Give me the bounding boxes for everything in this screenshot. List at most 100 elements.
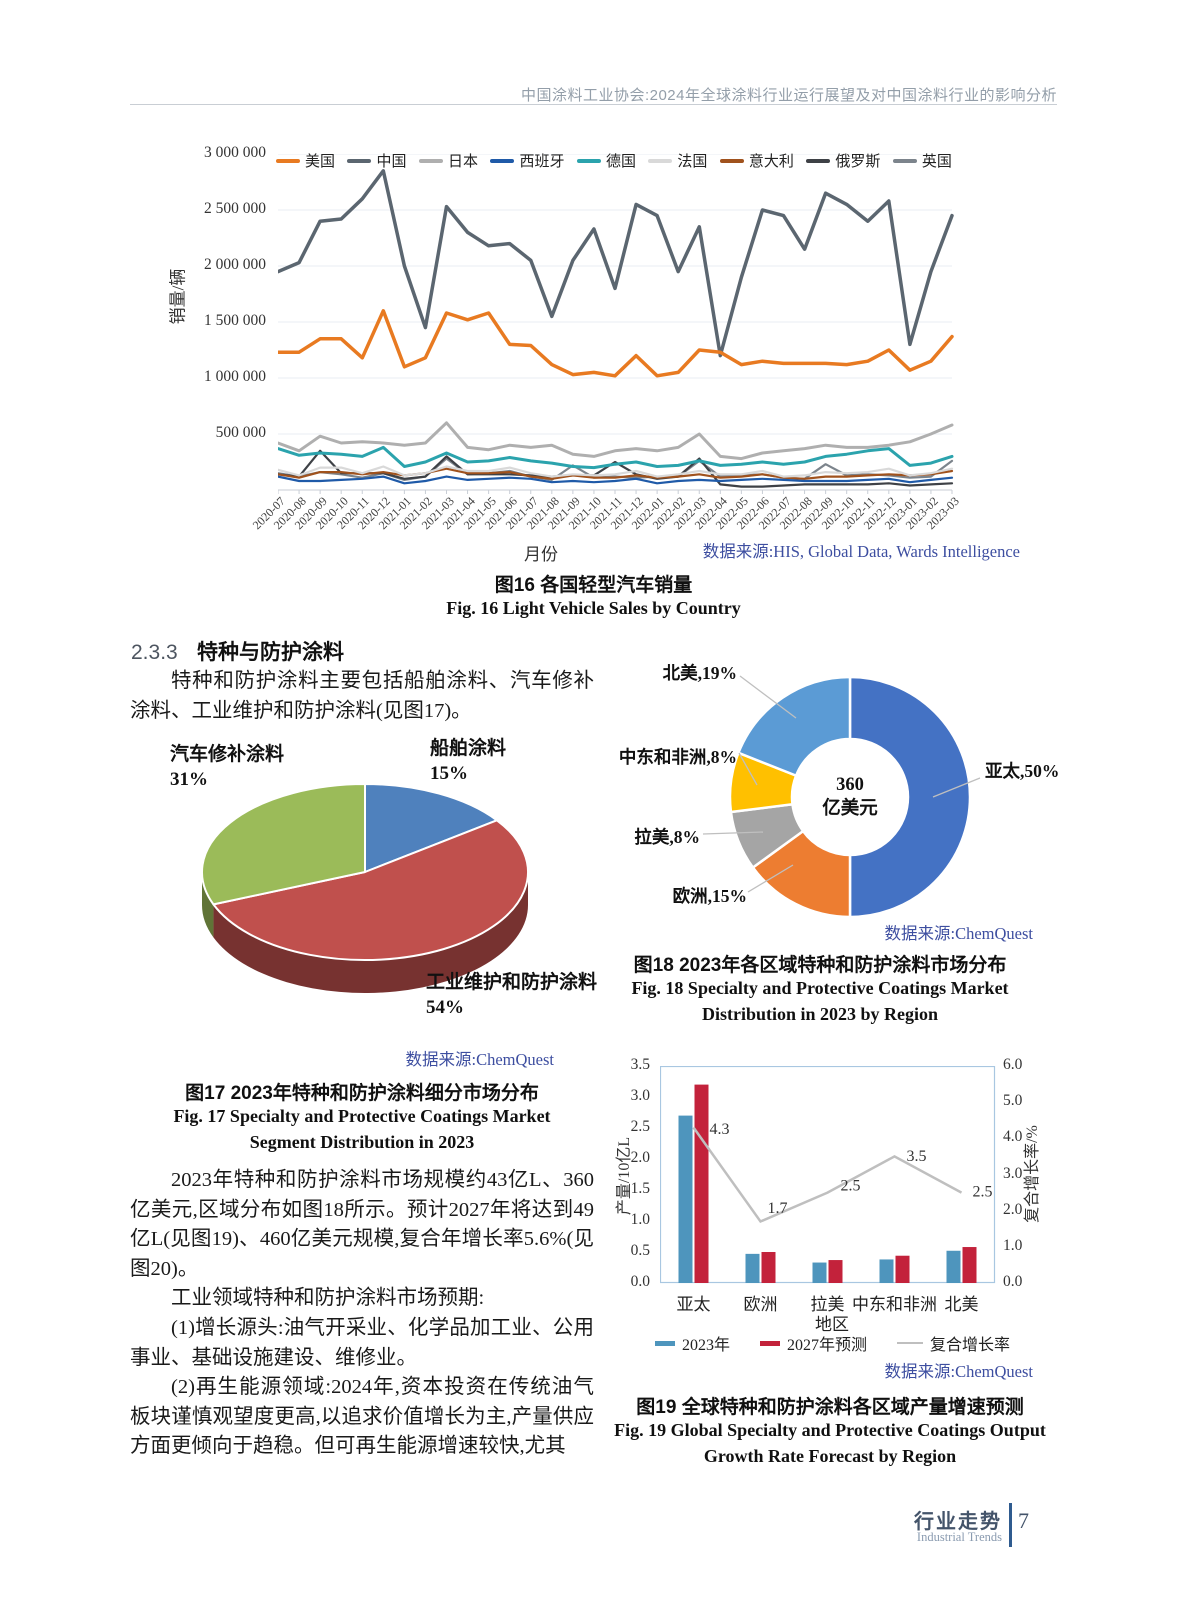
fig16-legend-item: 日本 [418, 150, 478, 171]
fig16-series-line-中国 [278, 169, 954, 358]
fig19-category-北美: 北美 [944, 1295, 979, 1314]
fig18-donut-chart [702, 675, 981, 919]
fig16-legend: 美国 中国 日本 西班牙 德国 法国 意大利 俄罗斯 英国 [276, 150, 952, 171]
fig16-y-tick-label: 500 000 [215, 424, 266, 441]
donut-leader-line-北美 [739, 675, 797, 719]
pie-slice-工业维护和防护涂料 [212, 819, 529, 961]
bar-2027-欧洲 [761, 1252, 776, 1283]
fig17-caption-en-line1: Fig. 17 Specialty and Protective Coating… [173, 1106, 551, 1126]
donut-leader-line-欧洲 [747, 864, 794, 893]
fig19-left-tick: 3.5 [630, 1056, 650, 1073]
fig16-legend-item: 中国 [347, 150, 407, 171]
donut-leader-line-拉美 [702, 831, 764, 835]
legend-swatch-德国 [576, 158, 601, 163]
fig16-legend-item: 英国 [892, 150, 952, 171]
fig19-legend-item: 2027年预测 [760, 1331, 867, 1355]
legend-label: 意大利 [748, 154, 794, 170]
fig18-center-label: 360 亿美元 [798, 773, 902, 821]
legend-swatch-英国 [892, 158, 917, 163]
legend-label: 2023年 [681, 1337, 730, 1354]
fig19-left-tick: 0.0 [630, 1273, 650, 1290]
legend-label: 中国 [376, 154, 407, 170]
footer-section-en: Industrial Trends [916, 1530, 1002, 1544]
fig19-legend-item: 复合增长率 [897, 1331, 1010, 1355]
fig18-label-中东和非洲: 中东和非洲,8% [618, 747, 737, 767]
fig17-label-name: 工业维护和防护涂料 [426, 972, 598, 993]
growth-rate-data-label: 4.3 [710, 1121, 730, 1138]
bar-2023-北美 [946, 1250, 961, 1283]
fig16-y-tick-label: 1 000 000 [204, 368, 266, 385]
legend-label: 德国 [605, 154, 636, 170]
fig19-bar-chart: 4.3 1.7 2.5 3.5 2.5 [660, 1066, 996, 1284]
pie-slice-船舶涂料 [364, 783, 498, 873]
fig16-series-line-日本 [278, 421, 954, 461]
fig18-center-unit: 亿美元 [822, 799, 878, 819]
fig17-label-name: 汽车修补涂料 [170, 744, 285, 765]
fig19-right-tick: 3.0 [1003, 1164, 1023, 1182]
fig19-left-tick: 3.0 [630, 1087, 650, 1104]
legend-label: 美国 [305, 154, 336, 170]
legend-swatch-西班牙 [490, 158, 515, 163]
fig19-left-tick: 2.5 [630, 1118, 650, 1135]
fig16-y-tick-label: 3 000 000 [204, 144, 266, 161]
legend-label: 日本 [447, 154, 478, 170]
fig16-legend-item: 西班牙 [490, 150, 564, 171]
bar-2027-亚太 [694, 1084, 709, 1283]
fig18-caption-zh: 图18 2023年各区域特种和防护涂料市场分布 [633, 955, 1007, 976]
fig17-pie-chart [201, 783, 529, 993]
fig16-caption-en: Fig. 16 Light Vehicle Sales by Country [446, 598, 741, 618]
donut-leader-line-中东和非洲 [738, 752, 758, 786]
fig19-caption-en-line1: Fig. 19 Global Specialty and Protective … [614, 1420, 1046, 1440]
legend-label: 复合增长率 [930, 1337, 1011, 1354]
body-text: 2023年特种和防护涂料市场规模约43亿L、360亿美元,区域分布如图18所示。… [130, 1166, 594, 1462]
legend-label: 俄罗斯 [835, 154, 881, 170]
legend-swatch-美国 [276, 158, 300, 163]
fig19-caption-en-line2: Growth Rate Forecast by Region [703, 1446, 957, 1466]
fig16-y-tick-label: 2 500 000 [204, 200, 266, 217]
fig16-legend-item: 法国 [648, 150, 707, 171]
growth-rate-line [692, 1126, 963, 1224]
fig16-series-line-德国 [278, 445, 954, 470]
bar-2023-欧洲 [745, 1253, 760, 1283]
section-intro: 特种和防护涂料主要包括船舶涂料、汽车修补涂料、工业维护和防护涂料(见图17)。 [130, 666, 594, 726]
legend-swatch-中国 [347, 158, 372, 163]
fig16-data-source: 数据来源:HIS, Global Data, Wards Intelligenc… [702, 542, 1020, 561]
legend-swatch-2023年 [654, 1340, 675, 1346]
growth-rate-data-label: 2.5 [973, 1183, 993, 1200]
legend-label: 英国 [921, 154, 952, 170]
fig16-legend-item: 德国 [576, 150, 636, 171]
fig16-series-line-美国 [278, 309, 954, 378]
legend-label: 2027年预测 [787, 1337, 868, 1354]
fig18-center-value: 360 [836, 775, 864, 795]
fig19-right-tick: 4.0 [1003, 1128, 1023, 1146]
section-title: 特种与防护涂料 [196, 641, 344, 664]
legend-swatch-俄罗斯 [806, 158, 831, 163]
section-number: 2.3.3 [131, 641, 178, 664]
fig19-legend: 2023年 2027年预测 复合增长率 [654, 1331, 1010, 1355]
body-paragraph: 2023年特种和防护涂料市场规模约43亿L、360亿美元,区域分布如图18所示。… [130, 1169, 594, 1280]
legend-label: 法国 [677, 154, 708, 170]
pie-slice-汽车修补涂料 [201, 783, 366, 906]
plot-frame [660, 1066, 996, 1284]
fig16-legend-item: 意大利 [719, 150, 794, 171]
fig16-caption-zh: 图16 各国轻型汽车销量 [494, 575, 693, 596]
legend-swatch-2027年预测 [760, 1340, 780, 1346]
donut-slice-亚太 [848, 675, 972, 919]
fig16-y-tick-label: 2 000 000 [204, 256, 266, 273]
legend-swatch-日本 [418, 158, 443, 163]
growth-rate-data-label: 3.5 [907, 1148, 927, 1165]
fig17-caption-zh: 图17 2023年特种和防护涂料细分市场分布 [185, 1083, 539, 1104]
fig18-caption-en-line1: Fig. 18 Specialty and Protective Coating… [631, 978, 1009, 998]
fig16-x-axis-title: 月份 [524, 545, 558, 564]
fig19-right-tick: 2.0 [1003, 1200, 1023, 1218]
body-paragraph: 工业领域特种和防护涂料市场预期: [171, 1287, 485, 1310]
bar-2027-拉美 [828, 1260, 843, 1283]
fig17-data-source: 数据来源:ChemQuest [405, 1050, 555, 1069]
fig16-legend-item: 美国 [276, 150, 335, 171]
section-heading: 2.3.3 特种与防护涂料 [131, 636, 344, 666]
fig17-label-pct: 15% [430, 763, 468, 784]
legend-label: 西班牙 [519, 154, 565, 170]
donut-leader-line-亚太 [932, 777, 981, 798]
fig19-left-tick: 0.5 [630, 1242, 650, 1259]
